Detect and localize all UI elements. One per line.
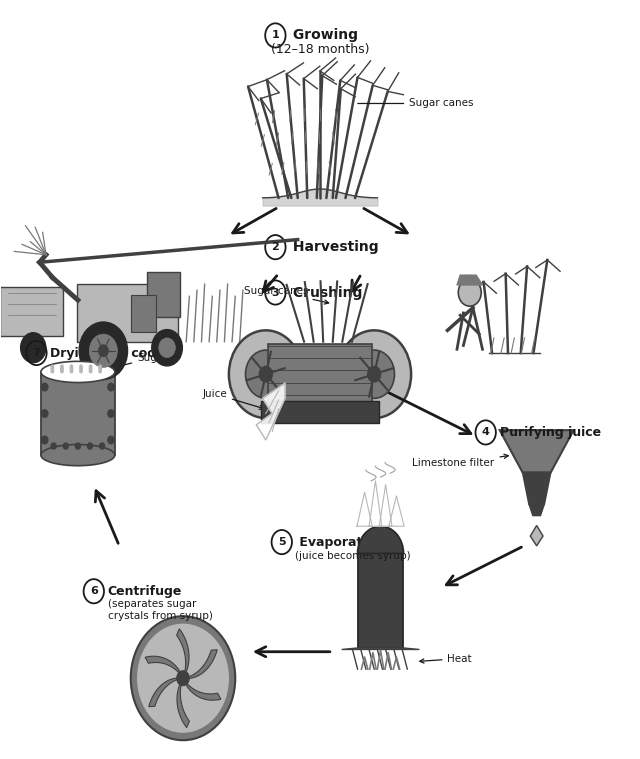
Text: (12–18 months): (12–18 months)	[271, 43, 369, 55]
Circle shape	[60, 364, 64, 369]
Circle shape	[70, 369, 74, 373]
Circle shape	[177, 671, 189, 685]
Circle shape	[229, 330, 303, 418]
Circle shape	[99, 369, 102, 373]
Circle shape	[131, 616, 236, 740]
Text: crystals from syrup): crystals from syrup)	[108, 611, 212, 621]
Ellipse shape	[41, 361, 115, 383]
Polygon shape	[529, 504, 544, 515]
Circle shape	[99, 367, 102, 371]
Polygon shape	[177, 682, 189, 728]
Polygon shape	[369, 481, 382, 526]
FancyBboxPatch shape	[77, 284, 178, 342]
Polygon shape	[256, 383, 285, 440]
Circle shape	[108, 383, 114, 391]
Circle shape	[367, 367, 381, 382]
Circle shape	[76, 443, 81, 449]
Circle shape	[20, 332, 46, 363]
Circle shape	[51, 364, 54, 369]
Polygon shape	[500, 430, 573, 473]
Polygon shape	[342, 648, 419, 650]
Text: Juice: Juice	[202, 389, 264, 409]
Circle shape	[108, 436, 114, 444]
Circle shape	[246, 350, 286, 398]
Circle shape	[458, 279, 481, 306]
Circle shape	[51, 443, 56, 449]
Text: (juice becomes syrup): (juice becomes syrup)	[294, 551, 410, 561]
FancyBboxPatch shape	[261, 402, 379, 423]
Polygon shape	[148, 679, 179, 707]
Polygon shape	[389, 496, 404, 526]
Polygon shape	[357, 492, 372, 526]
Text: Harvesting: Harvesting	[288, 240, 379, 254]
Circle shape	[108, 410, 114, 417]
Ellipse shape	[41, 445, 115, 466]
FancyBboxPatch shape	[268, 344, 372, 405]
Text: (separates sugar: (separates sugar	[108, 599, 196, 609]
Text: 1: 1	[271, 30, 279, 40]
Circle shape	[79, 369, 83, 373]
Circle shape	[63, 443, 68, 449]
Circle shape	[70, 364, 74, 369]
Text: Limestone filter: Limestone filter	[412, 454, 508, 468]
Text: Centrifuge: Centrifuge	[108, 584, 182, 598]
Polygon shape	[531, 525, 543, 546]
Circle shape	[89, 364, 93, 369]
Circle shape	[51, 369, 54, 373]
Text: Drying and cooling: Drying and cooling	[51, 347, 182, 360]
Polygon shape	[380, 484, 392, 526]
Circle shape	[90, 334, 117, 367]
Circle shape	[89, 367, 93, 371]
Circle shape	[79, 367, 83, 371]
Wedge shape	[358, 526, 403, 553]
Circle shape	[60, 367, 64, 371]
Text: Purifying juice: Purifying juice	[500, 426, 601, 439]
Circle shape	[88, 443, 93, 449]
Text: Crushing: Crushing	[288, 285, 362, 300]
Text: 7: 7	[33, 348, 40, 358]
Circle shape	[51, 367, 54, 371]
Circle shape	[60, 369, 64, 373]
Circle shape	[42, 410, 48, 417]
Circle shape	[89, 369, 93, 373]
Circle shape	[79, 364, 83, 369]
Text: 3: 3	[271, 288, 279, 298]
Text: 5: 5	[278, 537, 285, 547]
Circle shape	[152, 329, 182, 366]
Circle shape	[99, 345, 108, 357]
Circle shape	[42, 436, 48, 444]
Circle shape	[159, 338, 175, 357]
Circle shape	[354, 350, 394, 398]
FancyBboxPatch shape	[147, 272, 180, 317]
FancyBboxPatch shape	[0, 287, 63, 335]
Text: Evaporator: Evaporator	[294, 536, 376, 549]
Text: 4: 4	[482, 427, 490, 437]
Text: Sugar canes: Sugar canes	[358, 99, 474, 109]
Text: Growing: Growing	[288, 28, 358, 43]
Circle shape	[259, 367, 273, 382]
Circle shape	[100, 443, 104, 449]
FancyBboxPatch shape	[41, 372, 115, 455]
Circle shape	[337, 330, 411, 418]
Text: 6: 6	[90, 586, 98, 597]
Circle shape	[137, 624, 229, 732]
Text: Heat: Heat	[420, 653, 472, 663]
Polygon shape	[177, 628, 189, 674]
Circle shape	[42, 383, 48, 391]
FancyBboxPatch shape	[131, 294, 156, 332]
FancyBboxPatch shape	[358, 553, 403, 648]
Circle shape	[99, 364, 102, 369]
Text: Sugar canes: Sugar canes	[244, 286, 329, 304]
Polygon shape	[145, 657, 180, 675]
Text: 2: 2	[271, 242, 279, 252]
Polygon shape	[523, 473, 550, 504]
Circle shape	[70, 367, 74, 371]
Circle shape	[79, 322, 127, 380]
Polygon shape	[186, 682, 221, 701]
Text: Sugar: Sugar	[116, 353, 168, 368]
Polygon shape	[457, 276, 483, 285]
Polygon shape	[187, 650, 217, 679]
